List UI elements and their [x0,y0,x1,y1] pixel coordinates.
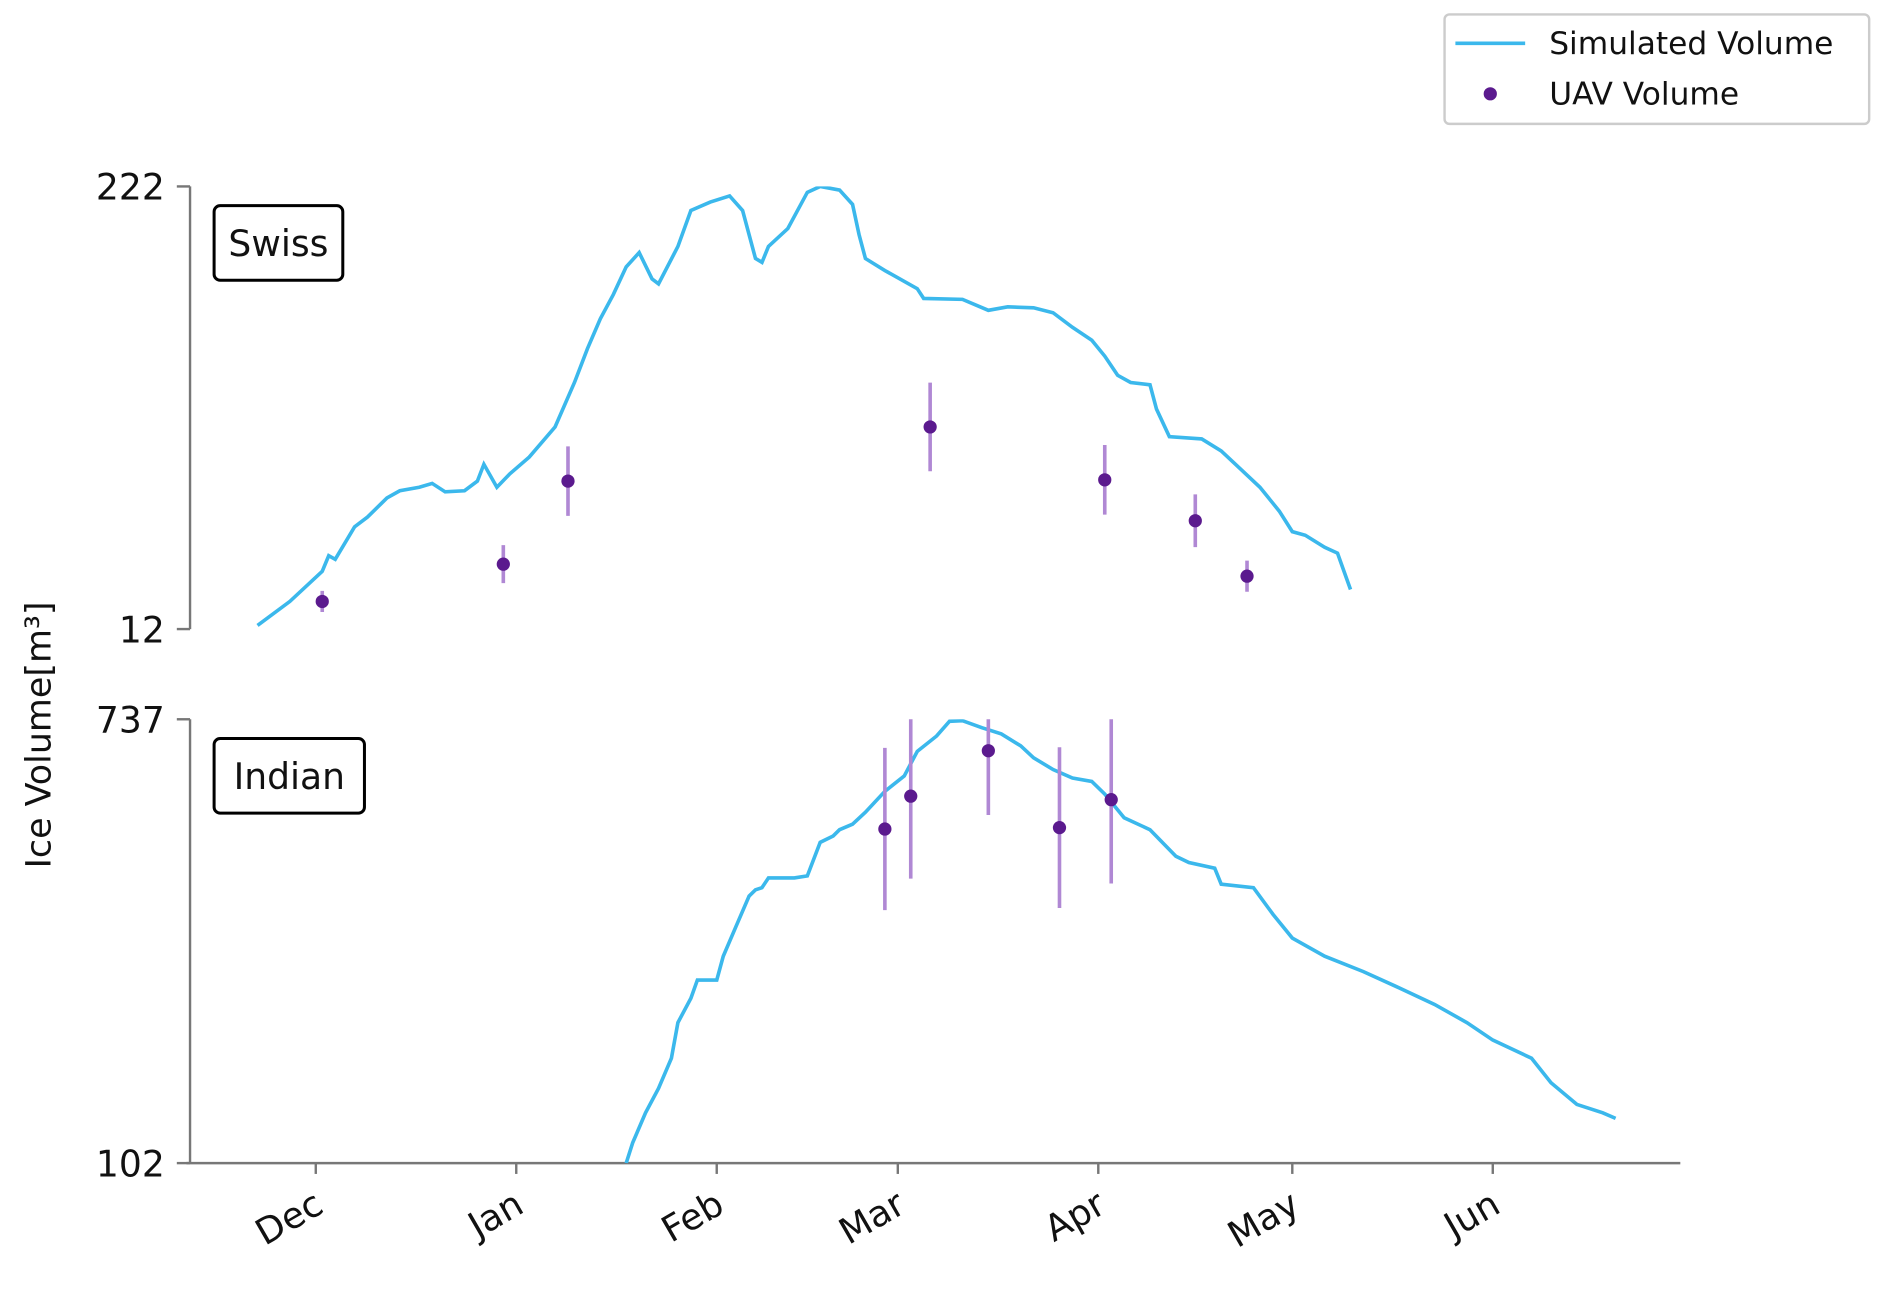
y-tick-label: 222 [96,167,165,209]
data-point [315,594,329,609]
panel-label: Swiss [228,223,328,265]
legend-label: Simulated Volume [1549,26,1833,62]
x-tick-label: Jun [1435,1183,1507,1249]
data-point [1104,793,1118,807]
legend-label: UAV Volume [1549,77,1739,113]
plot-area [256,186,1353,627]
y-tick-label: 737 [96,700,165,742]
panel-label-box [212,737,366,815]
data-point [1188,514,1202,528]
x-tick-label: Mar [832,1183,912,1253]
x-tick-label: Jan [459,1183,530,1248]
data-point [923,420,937,434]
data-point [1240,569,1254,583]
y-tick-label: 102 [96,1143,165,1185]
x-tick-label: Dec [248,1183,329,1254]
y-tick-label: 12 [119,609,165,651]
panel-label-box [212,204,345,282]
line-series [624,719,1617,1164]
legend: Simulated Volume UAV Volume [1443,13,1871,126]
legend-marker [1483,87,1497,101]
x-tick-label: Feb [655,1183,731,1251]
line-series [256,186,1353,627]
data-point [878,822,892,836]
x-tick-label: May [1221,1183,1307,1257]
legend-box [1443,13,1871,126]
plot-area [624,719,1617,1164]
y-axis-label: Ice Volume[m³] [20,601,60,868]
data-point [1098,473,1112,487]
data-point [496,557,510,571]
panel-label: Indian [234,756,345,798]
x-tick-label: Apr [1037,1183,1112,1251]
data-point [981,744,995,758]
data-point [1052,821,1067,835]
data-point [904,789,918,803]
data-point [561,474,575,488]
